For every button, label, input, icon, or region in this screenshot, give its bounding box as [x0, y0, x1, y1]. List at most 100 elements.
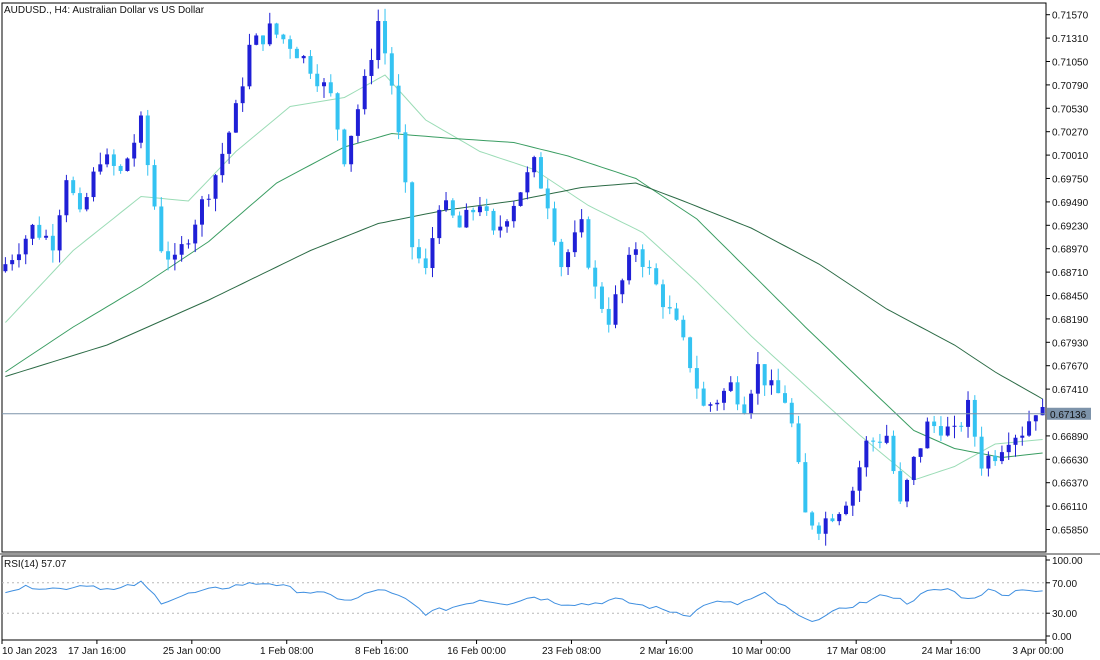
candle-body [972, 399, 977, 437]
candle [16, 243, 21, 268]
price-tick-label: 0.66110 [1052, 502, 1088, 513]
candle [10, 254, 15, 271]
candle [511, 200, 516, 228]
candle [288, 35, 293, 59]
candle [308, 50, 313, 79]
candle-body [193, 224, 198, 244]
rsi-indicator [2, 580, 1046, 623]
candle-body [572, 232, 577, 253]
candle [1020, 426, 1025, 446]
price-tick-label: 0.67670 [1052, 362, 1089, 373]
candle [620, 278, 625, 304]
candle [50, 223, 55, 263]
candle [891, 430, 896, 474]
candle [755, 352, 760, 405]
candle [823, 511, 828, 546]
candle-body [884, 435, 889, 443]
candle-body [23, 238, 28, 255]
time-tick-label: 10 Jan 2023 [2, 646, 57, 657]
time-tick-label: 1 Feb 08:00 [260, 646, 314, 657]
candle [3, 257, 8, 273]
candle-body [823, 518, 828, 534]
candle-body [261, 35, 265, 45]
candle-body [735, 382, 740, 405]
candle [362, 69, 367, 115]
candle [999, 445, 1004, 465]
candle-body [152, 165, 157, 207]
candle [166, 241, 171, 271]
candle [335, 92, 340, 141]
candle-body [999, 452, 1004, 462]
candle [803, 453, 808, 513]
candle [959, 421, 964, 432]
candle-body [810, 512, 815, 526]
candle [694, 355, 699, 399]
time-tick-label: 17 Jan 16:00 [68, 646, 126, 657]
candle [911, 456, 916, 485]
candle-body [3, 264, 8, 272]
candle [315, 64, 320, 92]
candle [538, 152, 543, 189]
ma-fast-line [5, 74, 1043, 481]
candle-body [498, 226, 503, 231]
rsi-axis: 100.00 70.00 30.00 0.00 [1046, 556, 1083, 643]
candle [721, 388, 726, 411]
price-tick-label: 0.68970 [1052, 245, 1089, 256]
candle [227, 131, 232, 164]
candle-body [10, 260, 15, 265]
candle [457, 211, 462, 228]
candle-body [213, 175, 218, 199]
candle-body [979, 436, 984, 469]
candle [783, 385, 787, 404]
candle-body [444, 200, 449, 210]
price-tick-label: 0.67930 [1052, 338, 1089, 349]
candle [30, 223, 35, 246]
candle-body [932, 421, 937, 427]
candle [993, 450, 998, 466]
candle-body [898, 471, 903, 502]
candle-body [281, 34, 286, 40]
candle [491, 208, 496, 235]
candle [342, 128, 347, 167]
candle-body [396, 85, 401, 133]
candle-body [410, 182, 415, 248]
candle [159, 197, 164, 253]
candle-body [220, 153, 225, 176]
candle [477, 196, 482, 217]
rsi-tick-label: 70.00 [1052, 579, 1077, 590]
candle-body [430, 238, 435, 269]
time-axis: 10 Jan 2023 17 Jan 16:00 25 Jan 00:00 1 Feb… [1, 640, 1064, 657]
candle [71, 176, 76, 196]
candle-body [383, 21, 388, 54]
candle-body [749, 393, 754, 414]
candle [44, 229, 49, 240]
candle [220, 142, 225, 183]
price-tick-label: 0.69750 [1052, 175, 1089, 186]
candle-body [484, 206, 489, 211]
candle [213, 174, 218, 212]
time-tick-label: 10 Mar 00:00 [732, 646, 791, 657]
candle-body [599, 286, 604, 309]
price-axis: 0.71570 0.71310 0.71050 0.70790 0.70530 0.702… [1046, 11, 1089, 537]
candle [796, 415, 801, 464]
candle [444, 191, 449, 212]
candle [905, 478, 910, 508]
candle [105, 148, 110, 168]
candle [118, 164, 123, 174]
candle-body [369, 60, 374, 76]
candle [498, 215, 503, 238]
candle-body [267, 23, 272, 45]
candle-body [830, 518, 835, 522]
candle-body [627, 254, 632, 281]
price-tick-label: 0.68710 [1052, 268, 1089, 279]
candle [450, 198, 455, 219]
candle-body [464, 209, 469, 228]
candle [660, 279, 665, 319]
candle [898, 462, 903, 504]
candle-body [240, 86, 245, 104]
candle-body [674, 308, 679, 320]
time-tick-label: 24 Mar 16:00 [922, 646, 981, 657]
rsi-tick-label: 100.00 [1052, 556, 1083, 567]
